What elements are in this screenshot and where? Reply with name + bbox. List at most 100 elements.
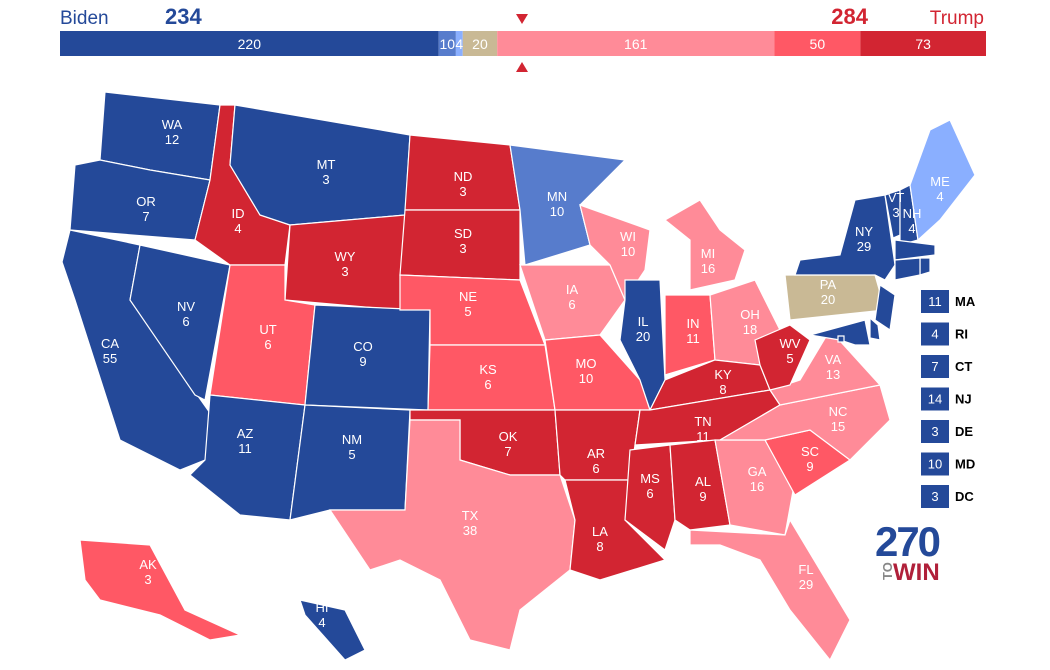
state-name: NM [342, 432, 362, 447]
box [921, 420, 949, 443]
box [921, 290, 949, 313]
state-name: ND [454, 169, 473, 184]
box [921, 485, 949, 508]
box-ev: 3 [931, 489, 938, 504]
state-name: TX [462, 508, 479, 523]
state-name: MO [576, 356, 597, 371]
state-ev: 3 [459, 241, 466, 256]
state-name: SD [454, 226, 472, 241]
state-name: FL [798, 562, 813, 577]
state [669, 439, 731, 531]
state-ev: 13 [826, 367, 840, 382]
state [689, 518, 851, 662]
state-ev: 8 [596, 539, 603, 554]
state [717, 384, 891, 461]
bar-label: 4 [455, 36, 463, 52]
state [328, 419, 576, 651]
state-ev: 12 [165, 132, 179, 147]
tally-bar: 220 10 4 20 161 50 73 [60, 31, 986, 56]
state-name: OK [499, 429, 518, 444]
state-name: CO [353, 339, 373, 354]
state-name: OR [136, 194, 156, 209]
state-ev: 3 [341, 264, 348, 279]
state-ev: 7 [142, 209, 149, 224]
state-name: LA [592, 524, 608, 539]
state-ev: 29 [857, 239, 871, 254]
state-ev: 6 [592, 461, 599, 476]
state-name: AK [139, 557, 157, 572]
state-ev: 10 [550, 204, 564, 219]
state [129, 244, 231, 401]
state-ev: 8 [719, 382, 726, 397]
state-ev: 6 [182, 314, 189, 329]
state-name: MT [317, 157, 336, 172]
state [754, 324, 811, 391]
logo-number: 270 [875, 518, 941, 565]
bar-segment [60, 31, 439, 56]
state-ev: 6 [264, 337, 271, 352]
state-ev: 38 [463, 523, 477, 538]
bar-segment [438, 31, 456, 56]
bar-segment [774, 31, 861, 56]
box-ev: 3 [931, 424, 938, 439]
state-ev: 3 [144, 572, 151, 587]
bar-segment [497, 31, 775, 56]
state-name: KS [479, 362, 497, 377]
state-name: WV [780, 336, 801, 351]
state-name: SC [801, 444, 819, 459]
threshold-marker [516, 62, 528, 72]
state-ev: 9 [359, 354, 366, 369]
bar-label: 220 [238, 36, 262, 52]
state [869, 316, 881, 341]
state-name: WI [620, 229, 636, 244]
bar-label: 50 [810, 36, 826, 52]
state [909, 119, 976, 242]
state-ev: 5 [464, 304, 471, 319]
state-name: MN [547, 189, 567, 204]
state-ev: 16 [750, 479, 764, 494]
state-name: NE [459, 289, 477, 304]
state [519, 264, 626, 341]
small-state-boxes: 11 MA 4 RI 7 CT 14 NJ 3 DE 10 MD 3 DC [921, 290, 976, 508]
box [921, 387, 949, 411]
state-ev: 7 [504, 444, 511, 459]
box-name: NJ [955, 392, 972, 407]
state-ev: 15 [831, 419, 845, 434]
state-ev: 9 [806, 459, 813, 474]
state-name: ID [232, 206, 245, 221]
state-ev: 11 [696, 429, 710, 444]
logo-win: WIN [893, 559, 940, 586]
state [289, 404, 411, 521]
state-ev: 3 [892, 205, 899, 220]
state-ev: 5 [786, 351, 793, 366]
box-name: CT [955, 359, 972, 374]
box-name: MA [955, 294, 976, 309]
state-ev: 3 [459, 184, 466, 199]
box-ev: 10 [928, 457, 942, 472]
state [809, 319, 871, 346]
left-name: Biden [60, 8, 109, 29]
state-ev: 9 [699, 489, 706, 504]
threshold-marker [516, 14, 528, 24]
state-name: NH [903, 206, 922, 221]
state-name: WY [335, 249, 356, 264]
state-ev: 29 [799, 577, 813, 592]
state-ev: 20 [821, 292, 835, 307]
state-ev: 11 [686, 331, 700, 346]
state-ev: 6 [568, 297, 575, 312]
box-name: RI [955, 327, 968, 342]
state-ev: 6 [646, 486, 653, 501]
state-name: WA [162, 117, 183, 132]
state [624, 444, 676, 551]
state-ev: 4 [936, 189, 943, 204]
state-name: VT [888, 190, 905, 205]
state-name: GA [748, 464, 767, 479]
box [921, 322, 949, 346]
state-name: KY [714, 367, 732, 382]
bar-segment [455, 31, 463, 56]
box-ev: 14 [928, 392, 942, 407]
logo: 270 TO WIN [875, 518, 941, 586]
box [921, 452, 949, 476]
